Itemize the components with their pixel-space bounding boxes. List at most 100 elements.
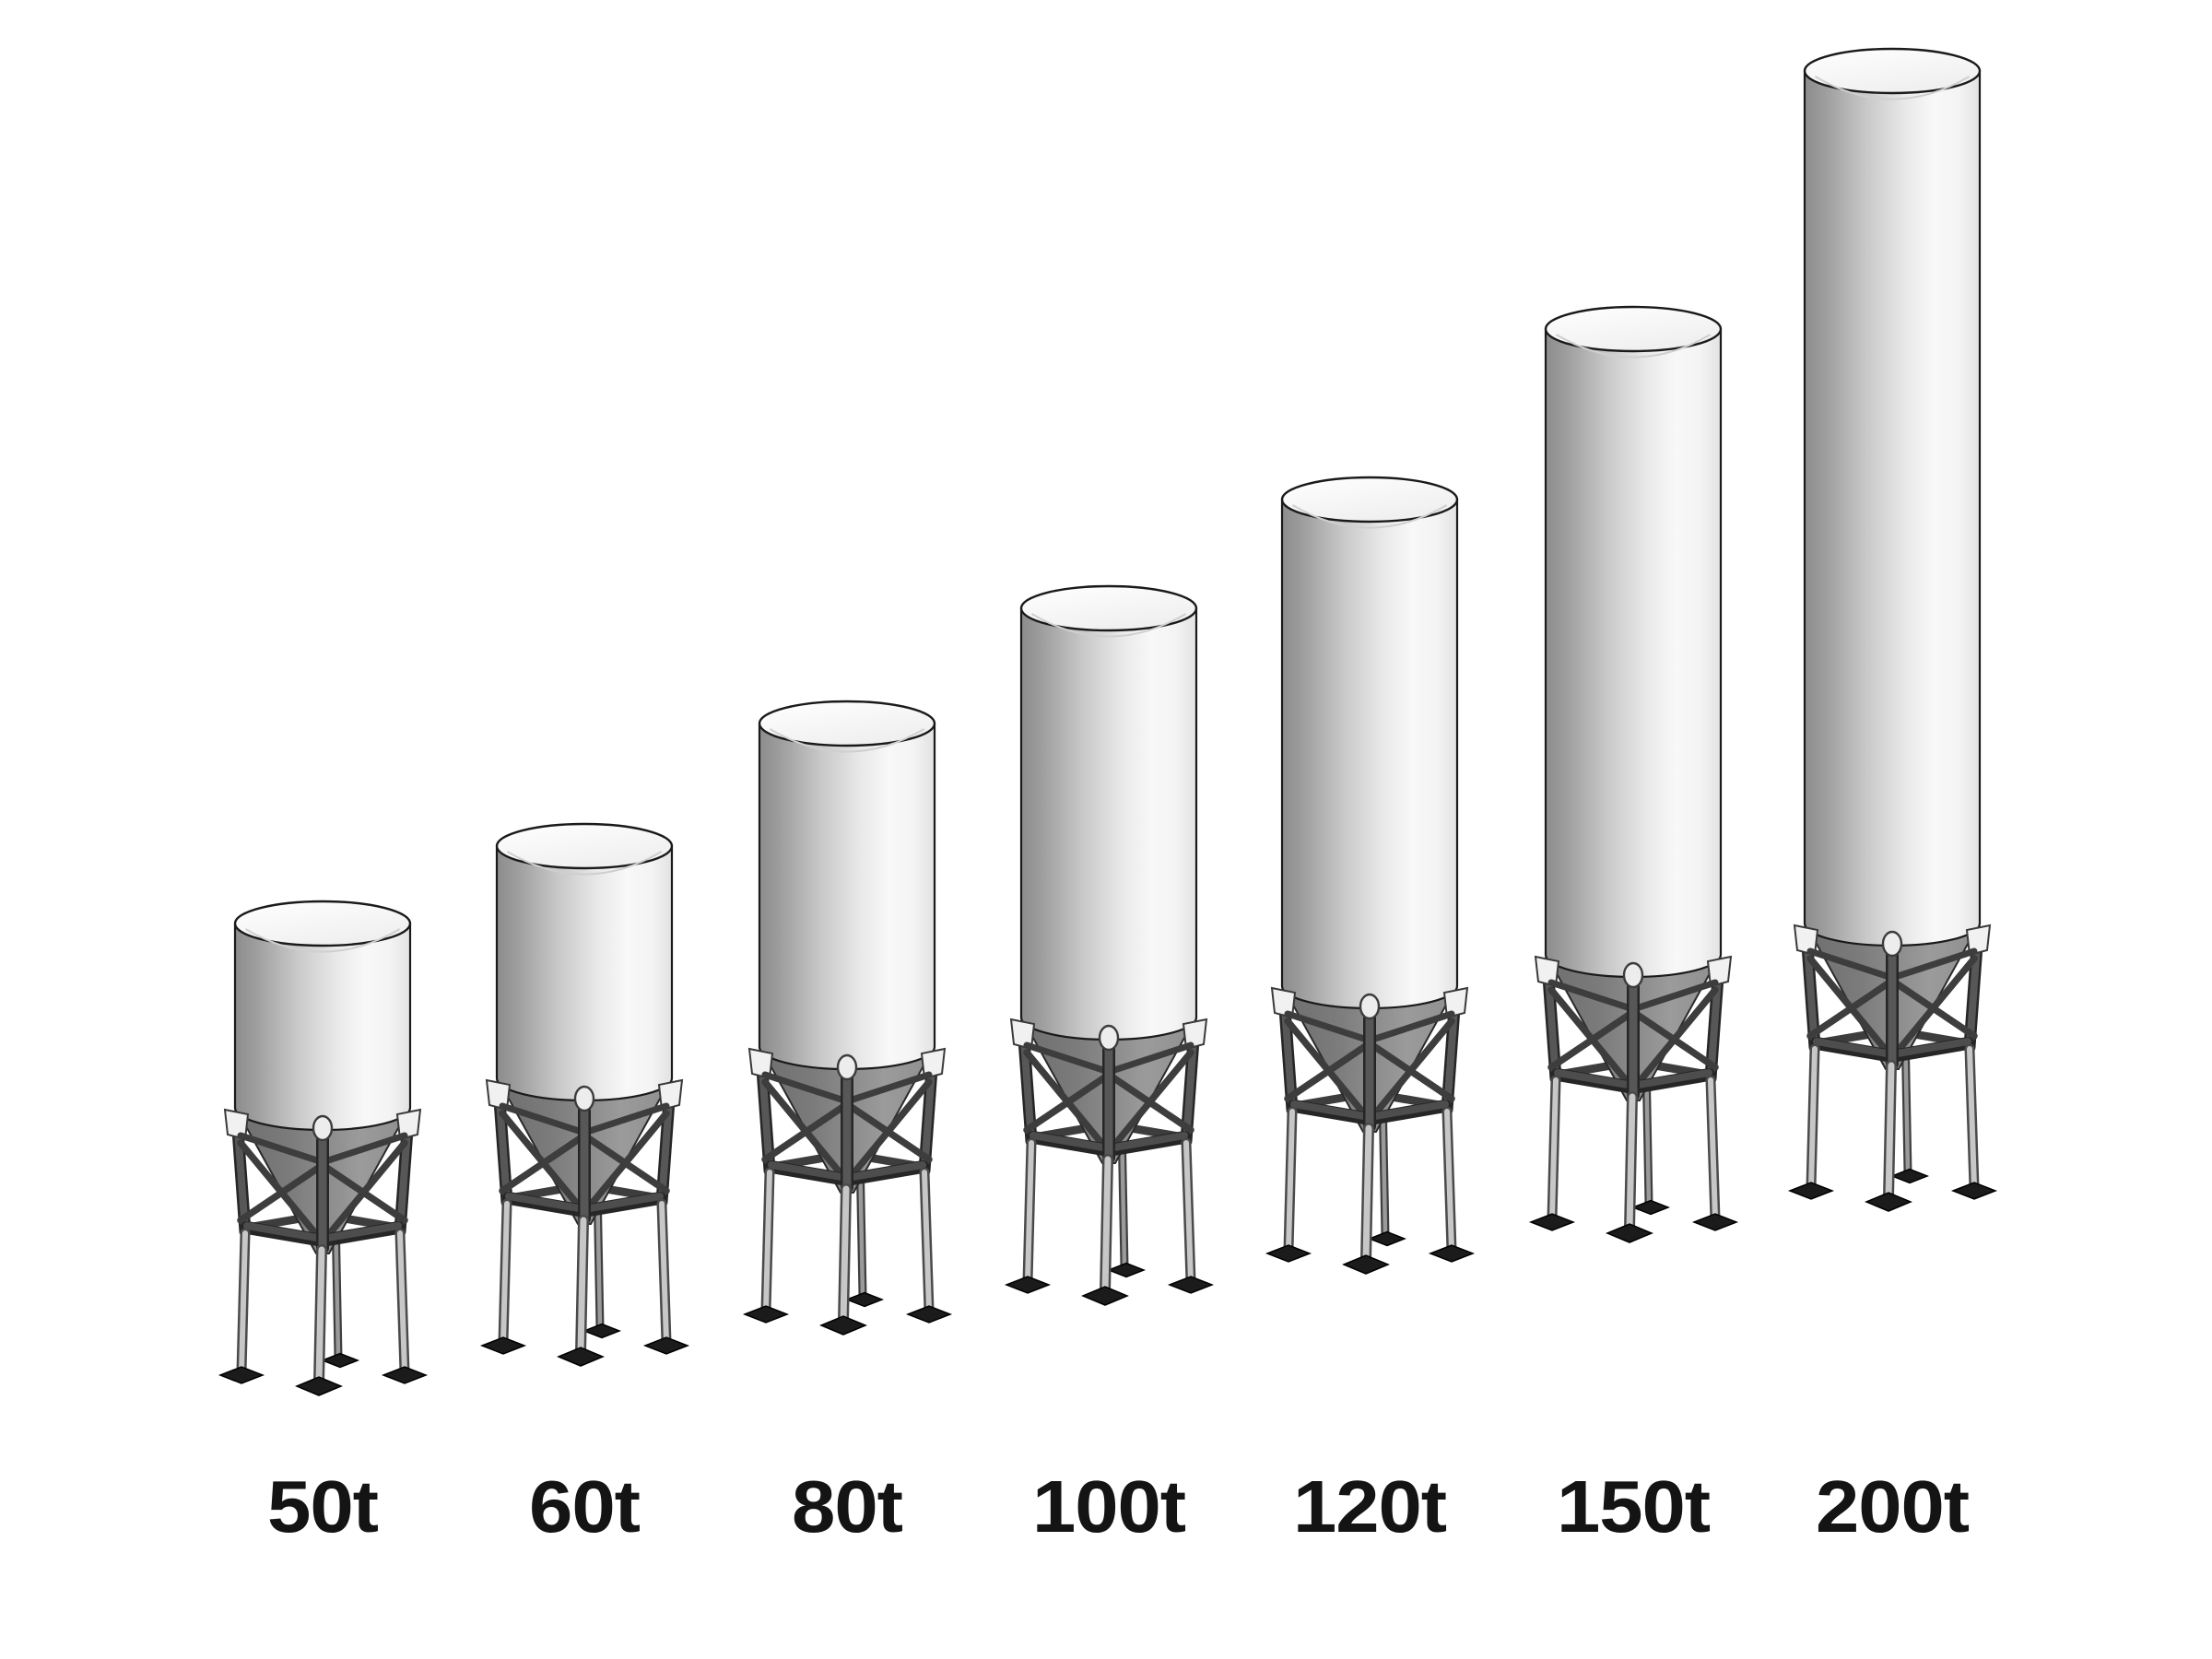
top-rail: [761, 1071, 848, 1104]
leg-foot-plate: [1889, 1168, 1930, 1184]
top-rail: [1284, 1010, 1371, 1043]
leg-foot-plate: [819, 1315, 867, 1335]
front-leg: [1885, 1062, 1895, 1202]
leg-foot-plate: [1265, 1244, 1312, 1263]
top-rim-shadow: [1030, 613, 1187, 638]
top-rail: [583, 1102, 670, 1135]
top-rail: [499, 1102, 585, 1135]
top-rim-shadow: [506, 851, 663, 876]
top-rail: [1369, 1010, 1455, 1043]
top-rail: [1547, 979, 1634, 1012]
front-post-dome-cap: [1098, 1024, 1120, 1052]
leg-foot-plate: [1428, 1244, 1476, 1263]
cylinder-top-lid: [1544, 305, 1723, 353]
ring-front-bar-highlight: [243, 1222, 326, 1242]
front-post-dome-cap: [836, 1053, 858, 1081]
ring-front-bar-highlight: [1030, 1132, 1112, 1152]
top-rim-shadow: [1555, 334, 1712, 359]
ring-front-bar-highlight: [1554, 1069, 1637, 1089]
top-rail: [846, 1071, 933, 1104]
x-brace: [1632, 1010, 1719, 1071]
front-post-dome-cap: [312, 1114, 334, 1142]
right-leg: [1444, 1109, 1454, 1253]
front-post-dome-cap: [573, 1085, 595, 1112]
leg-foot-plate: [1004, 1276, 1052, 1294]
silo-80t: 80t: [742, 700, 953, 1547]
left-leg: [239, 1230, 248, 1374]
leg-foot-plate: [642, 1336, 690, 1355]
x-brace: [1284, 1041, 1371, 1102]
leg-foot-plate: [1691, 1213, 1739, 1231]
leg-foot-plate: [1950, 1182, 1998, 1200]
ring-front-bar-highlight: [1290, 1100, 1373, 1121]
front-leg: [1626, 1093, 1636, 1233]
ring-front-bar-highlight: [1366, 1100, 1449, 1121]
leg-foot-plate: [557, 1347, 605, 1367]
leg-foot-plate: [1865, 1192, 1912, 1212]
capacity-label-100t: 100t: [1032, 1465, 1185, 1547]
left-leg: [500, 1201, 510, 1345]
cylinder-top-lid: [1803, 47, 1982, 95]
leg-foot-plate: [218, 1366, 265, 1384]
cylinder-body: [1282, 500, 1457, 986]
cylinder-body: [497, 846, 672, 1078]
ring-front-bar-highlight: [1813, 1038, 1896, 1058]
leg-foot-plate: [844, 1291, 885, 1308]
capacity-label-200t: 200t: [1816, 1465, 1969, 1547]
right-leg: [1967, 1046, 1977, 1190]
right-leg: [397, 1230, 407, 1374]
x-brace: [1108, 1073, 1194, 1134]
leg-foot-plate: [1081, 1286, 1129, 1306]
x-brace: [322, 1163, 408, 1224]
top-rail: [1806, 947, 1893, 981]
leg-foot-plate: [1606, 1223, 1653, 1243]
top-rim-shadow: [1291, 504, 1448, 529]
left-leg: [763, 1170, 772, 1313]
cylinder-top-lid: [495, 822, 674, 870]
cylinder-top-lid: [1019, 584, 1198, 632]
cylinder-body: [1021, 608, 1196, 1018]
cylinder-top-lid: [233, 900, 412, 947]
ring-front-bar-highlight: [505, 1193, 588, 1213]
top-rim-shadow: [244, 928, 401, 953]
leg-foot-plate: [1528, 1213, 1576, 1231]
capacity-label-120t: 120t: [1293, 1465, 1446, 1547]
x-brace: [583, 1134, 670, 1194]
ring-front-bar-highlight: [1888, 1038, 1971, 1058]
right-leg: [1183, 1140, 1194, 1284]
leg-foot-plate: [320, 1352, 360, 1369]
right-leg: [1708, 1077, 1718, 1221]
leg-foot-plate: [295, 1376, 343, 1396]
leg-foot-plate: [479, 1336, 527, 1355]
x-brace: [1891, 979, 1978, 1040]
x-brace: [761, 1102, 848, 1163]
x-brace: [237, 1163, 324, 1224]
ring-front-bar-highlight: [319, 1222, 402, 1242]
x-brace: [1547, 1010, 1634, 1071]
silo-50t: 50t: [218, 900, 429, 1547]
leg-foot-plate: [1106, 1262, 1147, 1278]
ring-front-bar-highlight: [768, 1161, 851, 1182]
x-brace: [1023, 1073, 1110, 1134]
top-rail: [1108, 1041, 1194, 1075]
ring-front-bar-highlight: [843, 1161, 926, 1182]
top-rail: [1891, 947, 1978, 981]
x-brace: [1369, 1041, 1455, 1102]
front-post-dome-cap: [1359, 993, 1381, 1020]
front-leg: [577, 1217, 587, 1357]
leg-foot-plate: [742, 1305, 790, 1324]
leg-foot-plate: [1367, 1230, 1407, 1247]
silo-150t: 150t: [1528, 305, 1739, 1547]
top-rail: [1632, 979, 1719, 1012]
cylinder-body: [235, 924, 410, 1108]
cylinder-body: [1546, 329, 1721, 955]
top-rail: [322, 1132, 408, 1165]
left-leg: [1549, 1077, 1559, 1221]
x-brace: [1806, 979, 1893, 1040]
cylinder-body: [1805, 71, 1980, 924]
silo-200t: 200t: [1787, 47, 1998, 1547]
ring-front-bar-highlight: [1630, 1069, 1712, 1089]
left-leg: [1025, 1140, 1034, 1284]
